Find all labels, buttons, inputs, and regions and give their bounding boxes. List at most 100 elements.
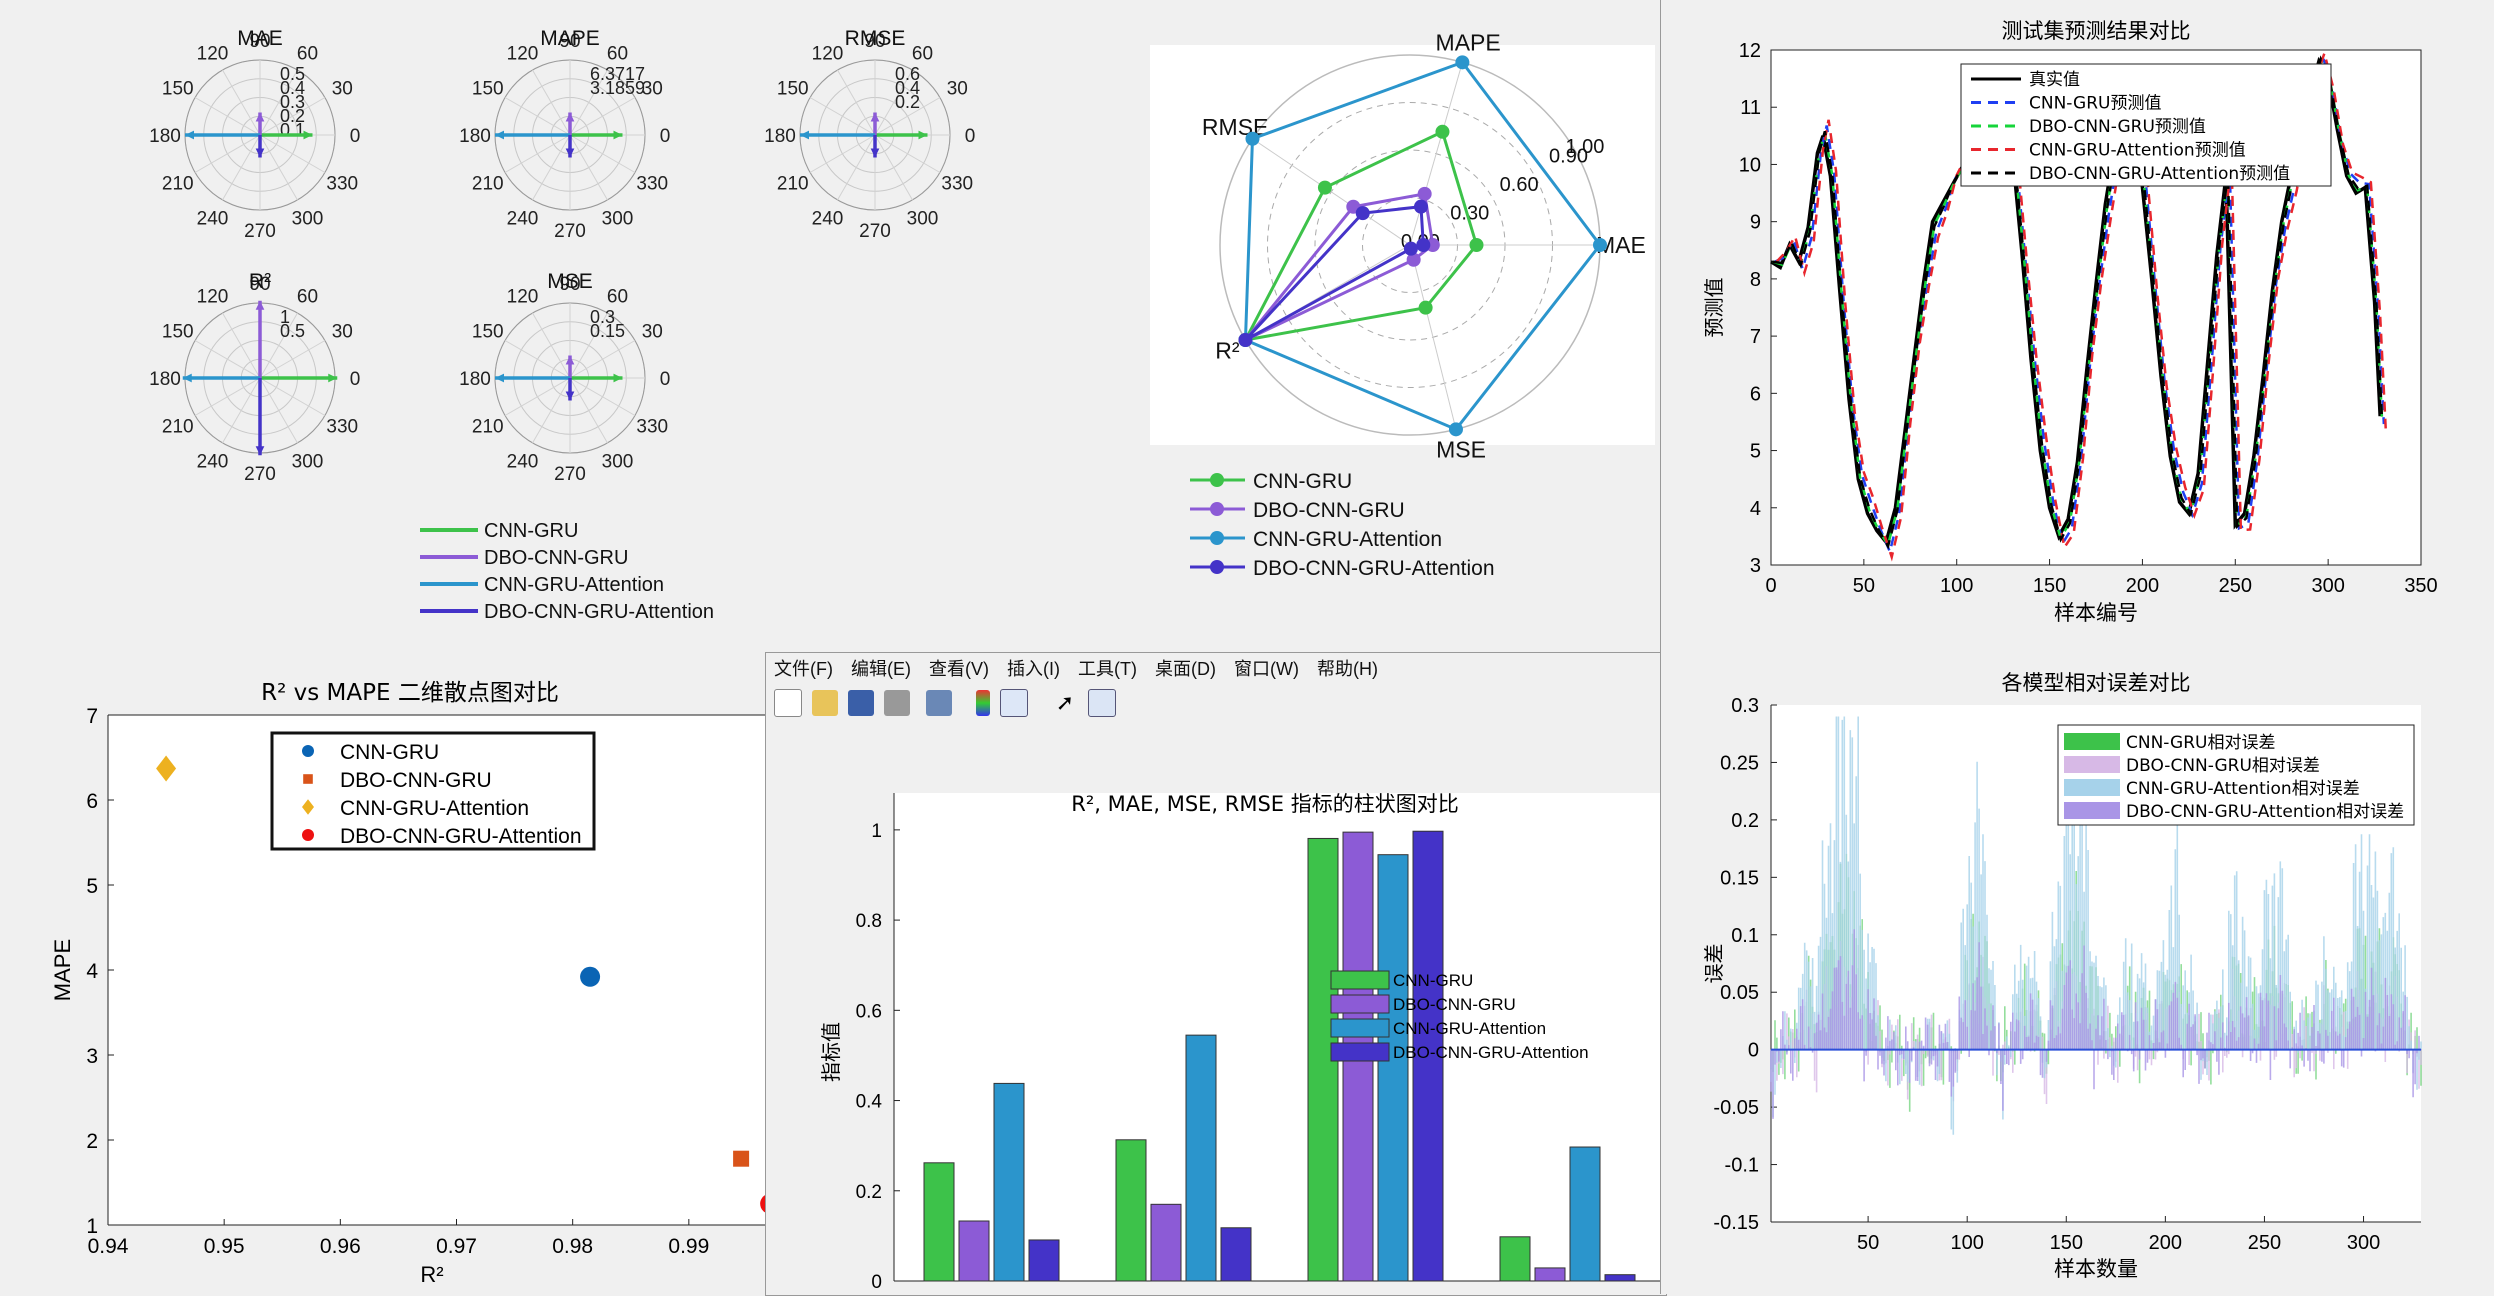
radar-figure: MAPEMAEMSER²RMSE0.000.300.600.901.00CNN-… bbox=[1150, 29, 1655, 580]
bar-CNN-GRU-Attention bbox=[1377, 854, 1409, 1282]
polar-angle-label: 180 bbox=[149, 369, 181, 390]
link-plot-icon[interactable] bbox=[926, 690, 952, 716]
radar-marker bbox=[1413, 199, 1428, 214]
polar-arrowhead bbox=[185, 130, 195, 140]
polar-window: 90 60 30 0 330 300 270 240 210 180 150 120 MAE 0.5 0.4… bbox=[0, 0, 1100, 655]
bar-y-label: 指标值 bbox=[819, 1022, 843, 1082]
menu-file[interactable]: 文件(F) bbox=[774, 659, 833, 679]
scatter-x-tick-label: 0.97 bbox=[436, 1235, 477, 1258]
radar-marker bbox=[1455, 55, 1470, 70]
error-y-tick-label: 0.05 bbox=[1720, 982, 1759, 1004]
polar-spoke bbox=[504, 377, 571, 416]
error-y-tick-label: -0.1 bbox=[1725, 1155, 1759, 1177]
radar-legend-marker bbox=[1210, 531, 1224, 545]
polar-arrowhead bbox=[255, 300, 265, 310]
scatter-x-tick-label: 0.94 bbox=[88, 1235, 129, 1258]
polar-angle-label: 120 bbox=[507, 287, 539, 308]
radar-marker bbox=[1403, 241, 1418, 256]
bar-y-tick-label: 0.2 bbox=[856, 1182, 882, 1203]
polar-subplot-title: MAE bbox=[237, 27, 283, 50]
polar-spoke bbox=[259, 312, 298, 379]
pointer-icon[interactable]: ➚ bbox=[1052, 690, 1078, 716]
polar-angle-label: 330 bbox=[636, 417, 668, 438]
scatter-marker bbox=[156, 755, 177, 782]
radar-marker bbox=[1245, 131, 1260, 146]
polar-spoke bbox=[504, 134, 571, 173]
polar-angle-label: 30 bbox=[642, 322, 663, 343]
polar-angle-label: 60 bbox=[607, 287, 628, 308]
radar-marker bbox=[1435, 124, 1450, 139]
polar-spoke bbox=[222, 377, 261, 444]
error-x-tick-label: 300 bbox=[2347, 1232, 2380, 1254]
polar-spoke bbox=[259, 97, 326, 136]
menu-desktop[interactable]: 桌面(D) bbox=[1154, 659, 1216, 679]
error-y-label: 误差 bbox=[1702, 944, 1726, 984]
menu-view[interactable]: 查看(V) bbox=[928, 659, 989, 679]
save-icon[interactable] bbox=[848, 690, 874, 716]
polar-arrowhead bbox=[565, 355, 575, 365]
scatter-title: R² vs MAPE 二维散点图对比 bbox=[261, 680, 559, 706]
line-y-tick-label: 3 bbox=[1750, 555, 1761, 577]
bar-category-label: MSE bbox=[1546, 1294, 1589, 1295]
polar-angle-label: 300 bbox=[292, 451, 324, 472]
bar-CNN-GRU-Attention bbox=[1569, 1146, 1601, 1282]
scatter-x-tick-label: 0.96 bbox=[320, 1235, 361, 1258]
polar-spoke bbox=[504, 340, 571, 379]
scatter-legend-label: CNN-GRU bbox=[340, 741, 439, 764]
menu-insert[interactable]: 插入(I) bbox=[1006, 659, 1060, 679]
bar-legend-swatch bbox=[1330, 994, 1390, 1014]
radar-series-CNN-GRU-Attention bbox=[1243, 60, 1602, 432]
line-x-tick-label: 350 bbox=[2404, 575, 2437, 597]
line-x-tick-label: 250 bbox=[2219, 575, 2252, 597]
line-legend-box bbox=[1960, 63, 2332, 187]
polar-angle-label: 180 bbox=[459, 126, 491, 147]
polar-angle-label: 30 bbox=[332, 322, 353, 343]
bar-CNN-GRU-Attention bbox=[993, 1082, 1025, 1282]
radar-spoke bbox=[1409, 244, 1457, 430]
menu-tools[interactable]: 工具(T) bbox=[1077, 659, 1137, 679]
polar-spoke bbox=[569, 312, 608, 379]
line-legend-label: DBO-CNN-GRU预测值 bbox=[2029, 117, 2206, 137]
scatter-marker bbox=[580, 966, 601, 987]
polar-angle-label: 210 bbox=[162, 417, 194, 438]
polar-legend-label: DBO-CNN-GRU bbox=[484, 547, 628, 569]
bar-category-label: MAE bbox=[970, 1294, 1013, 1295]
polar-spoke bbox=[259, 340, 326, 379]
scatter-marker bbox=[303, 774, 313, 784]
error-x-label: 样本数量 bbox=[2054, 1257, 2138, 1281]
scatter-y-tick-label: 4 bbox=[86, 960, 98, 983]
polar-arrowhead bbox=[870, 112, 880, 122]
radar-legend-label: CNN-GRU bbox=[1253, 470, 1352, 493]
new-figure-icon[interactable] bbox=[774, 689, 802, 717]
line-x-tick-label: 150 bbox=[2033, 575, 2066, 597]
polar-spoke bbox=[194, 340, 261, 379]
menu-window[interactable]: 窗口(W) bbox=[1233, 659, 1299, 679]
radar-legend-marker bbox=[1210, 473, 1224, 487]
polar-spoke bbox=[569, 340, 636, 379]
polar-arrowhead bbox=[495, 373, 505, 383]
insert-legend-icon[interactable] bbox=[1000, 689, 1028, 717]
polar-angle-label: 30 bbox=[947, 79, 968, 100]
polar-angle-label: 210 bbox=[162, 174, 194, 195]
polar-angle-label: 180 bbox=[764, 126, 796, 147]
scatter-legend-label: DBO-CNN-GRU bbox=[340, 769, 492, 792]
polar-angle-label: 90 bbox=[559, 274, 580, 295]
polar-ring-label: 0.15 bbox=[590, 321, 625, 341]
radar-marker bbox=[1416, 238, 1431, 252]
polar-spoke bbox=[809, 134, 876, 173]
line-series-DBO-CNN-GRU-Attention预测值 bbox=[1772, 55, 2384, 550]
polar-arrowhead bbox=[255, 112, 265, 122]
line-legend-label: DBO-CNN-GRU-Attention预测值 bbox=[2029, 164, 2290, 184]
menu-edit[interactable]: 编辑(E) bbox=[850, 659, 911, 679]
property-editor-icon[interactable] bbox=[1088, 689, 1116, 717]
insert-colorbar-icon[interactable] bbox=[976, 690, 990, 716]
menu-help[interactable]: 帮助(H) bbox=[1316, 659, 1378, 679]
bar-category-label: RMSE bbox=[1155, 1294, 1213, 1295]
print-icon[interactable] bbox=[884, 690, 910, 716]
polar-angle-label: 270 bbox=[554, 221, 586, 242]
open-file-icon[interactable] bbox=[812, 690, 838, 716]
polar-angle-label: 60 bbox=[297, 44, 318, 65]
error-figure: -0.15 -0.1 -0.05 0 0.05 0.1 0.15 0.2 0.25 0.3 50 10… bbox=[1702, 671, 2422, 1281]
polar-arrowhead bbox=[565, 391, 575, 401]
polar-spoke bbox=[569, 134, 608, 201]
